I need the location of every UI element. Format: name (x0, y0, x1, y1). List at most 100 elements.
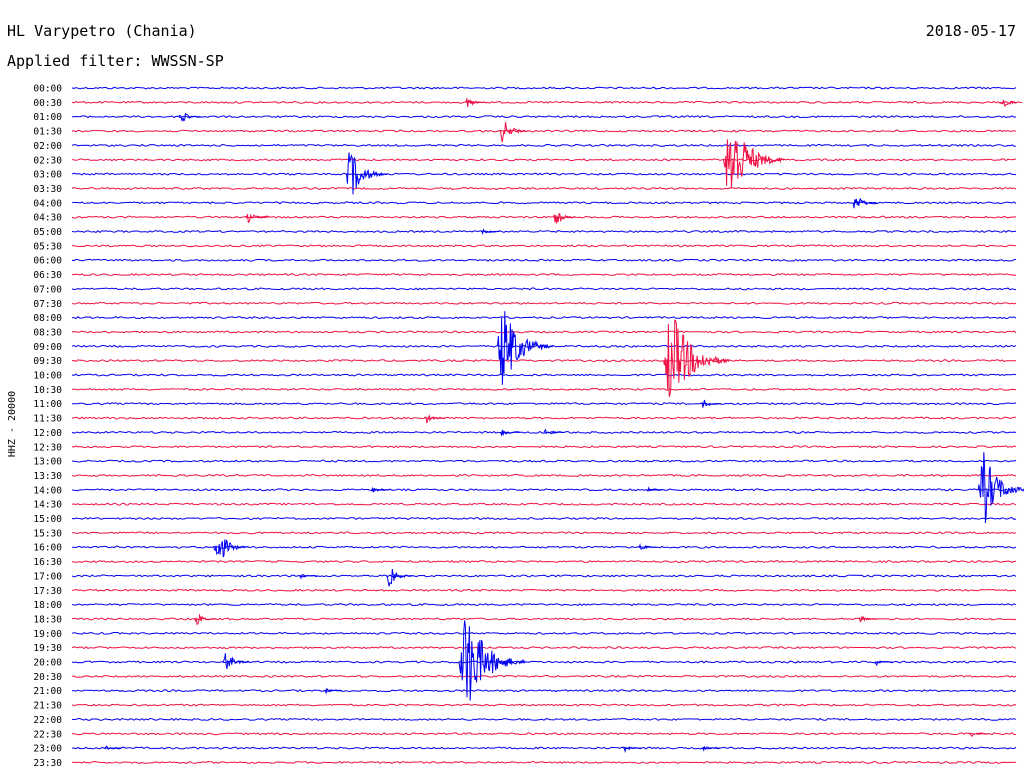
trace-line (71, 502, 1017, 506)
trace-line (71, 402, 1017, 406)
seismic-event (222, 653, 249, 670)
trace-line (72, 158, 1017, 162)
trace-line (71, 703, 1017, 707)
seismic-event (663, 319, 730, 397)
time-label: 03:30 (33, 184, 62, 195)
seismic-event (178, 112, 201, 122)
time-label: 23:30 (33, 758, 62, 769)
trace-line (71, 531, 1017, 535)
time-label: 02:00 (33, 141, 62, 152)
seismic-event (977, 452, 1024, 524)
trace-line (71, 459, 1017, 463)
time-label: 16:00 (33, 543, 62, 554)
time-label: 17:00 (33, 571, 62, 582)
time-label: 22:30 (33, 729, 62, 740)
trace-line (72, 244, 1017, 248)
trace-line (71, 316, 1017, 320)
trace-line (71, 287, 1017, 291)
trace-line (71, 430, 1017, 434)
time-label: 12:30 (33, 442, 62, 453)
time-label: 07:30 (33, 299, 62, 310)
seismic-event (858, 615, 878, 623)
seismic-event (852, 197, 878, 209)
seismic-event (638, 543, 657, 550)
time-label: 05:00 (33, 227, 62, 238)
time-label: 14:00 (33, 485, 62, 496)
seismic-event (722, 139, 785, 188)
time-label: 15:00 (33, 514, 62, 525)
time-label: 15:30 (33, 528, 62, 539)
trace-line (71, 760, 1017, 764)
time-label: 13:30 (33, 471, 62, 482)
time-label: 21:30 (33, 701, 62, 712)
seismic-event (458, 620, 526, 701)
trace-line (71, 301, 1017, 305)
trace-line (71, 373, 1017, 377)
trace-line (71, 172, 1017, 176)
time-label: 00:30 (33, 98, 62, 109)
time-label: 11:30 (33, 414, 62, 425)
trace-line (71, 115, 1017, 119)
time-label: 20:30 (33, 672, 62, 683)
trace-line (71, 129, 1017, 133)
seismic-event (103, 745, 122, 750)
time-label: 11:00 (33, 399, 62, 410)
time-label: 01:30 (33, 127, 62, 138)
time-label: 16:30 (33, 557, 62, 568)
seismic-event (244, 213, 269, 224)
seismic-event (968, 732, 988, 738)
trace-line (71, 86, 1017, 90)
time-label: 09:00 (33, 342, 62, 353)
trace-line (72, 746, 1017, 750)
time-label: 04:30 (33, 213, 62, 224)
y-axis-label: HHZ - 20000 (7, 391, 18, 457)
trace-line (71, 416, 1016, 420)
trace-line (71, 445, 1017, 449)
seismic-event (194, 613, 217, 626)
events (103, 98, 1024, 754)
seismic-event (701, 745, 720, 752)
time-label: 18:00 (33, 600, 62, 611)
trace-line (71, 574, 1017, 578)
seismic-event (644, 486, 664, 493)
seismic-event (345, 152, 387, 195)
time-label: 19:30 (33, 643, 62, 654)
time-label: 09:30 (33, 356, 62, 367)
seismic-event (213, 539, 248, 558)
seismic-event (480, 228, 500, 236)
time-label: 21:00 (33, 686, 62, 697)
time-label: 06:30 (33, 270, 62, 281)
seismic-event (874, 660, 893, 667)
trace-line (72, 689, 1017, 693)
time-label: 14:30 (33, 500, 62, 511)
trace-line (71, 473, 1016, 477)
trace-line (71, 560, 1017, 564)
trace-line (71, 588, 1017, 592)
time-label: 02:30 (33, 155, 62, 166)
seismic-event (496, 311, 554, 385)
station-title: HL Varypetro (Chania) (7, 22, 197, 40)
time-label: 04:00 (33, 198, 62, 209)
time-label: 13:00 (33, 457, 62, 468)
trace-line (71, 387, 1017, 391)
time-label: 23:00 (33, 744, 62, 755)
time-label: 10:30 (33, 385, 62, 396)
trace-line (71, 488, 1017, 492)
seismic-event (552, 213, 576, 224)
date-label: 2018-05-17 (926, 22, 1016, 40)
trace-line (71, 229, 1017, 234)
seismic-event (386, 568, 413, 587)
seismic-event (298, 574, 318, 580)
time-labels: 00:00 00:30 01:00 01:30 02:00 02:30 03:00 03:30… (33, 84, 62, 769)
trace-line (71, 646, 1017, 650)
seismic-event (622, 746, 642, 754)
traces (71, 86, 1017, 764)
seismic-event (499, 429, 520, 437)
time-label: 18:30 (33, 614, 62, 625)
filter-label: Applied filter: WWSSN-SP (7, 52, 224, 70)
trace-line (71, 516, 1017, 520)
trace-line (71, 273, 1017, 277)
time-label: 01:00 (33, 112, 62, 123)
time-label: 05:30 (33, 241, 62, 252)
